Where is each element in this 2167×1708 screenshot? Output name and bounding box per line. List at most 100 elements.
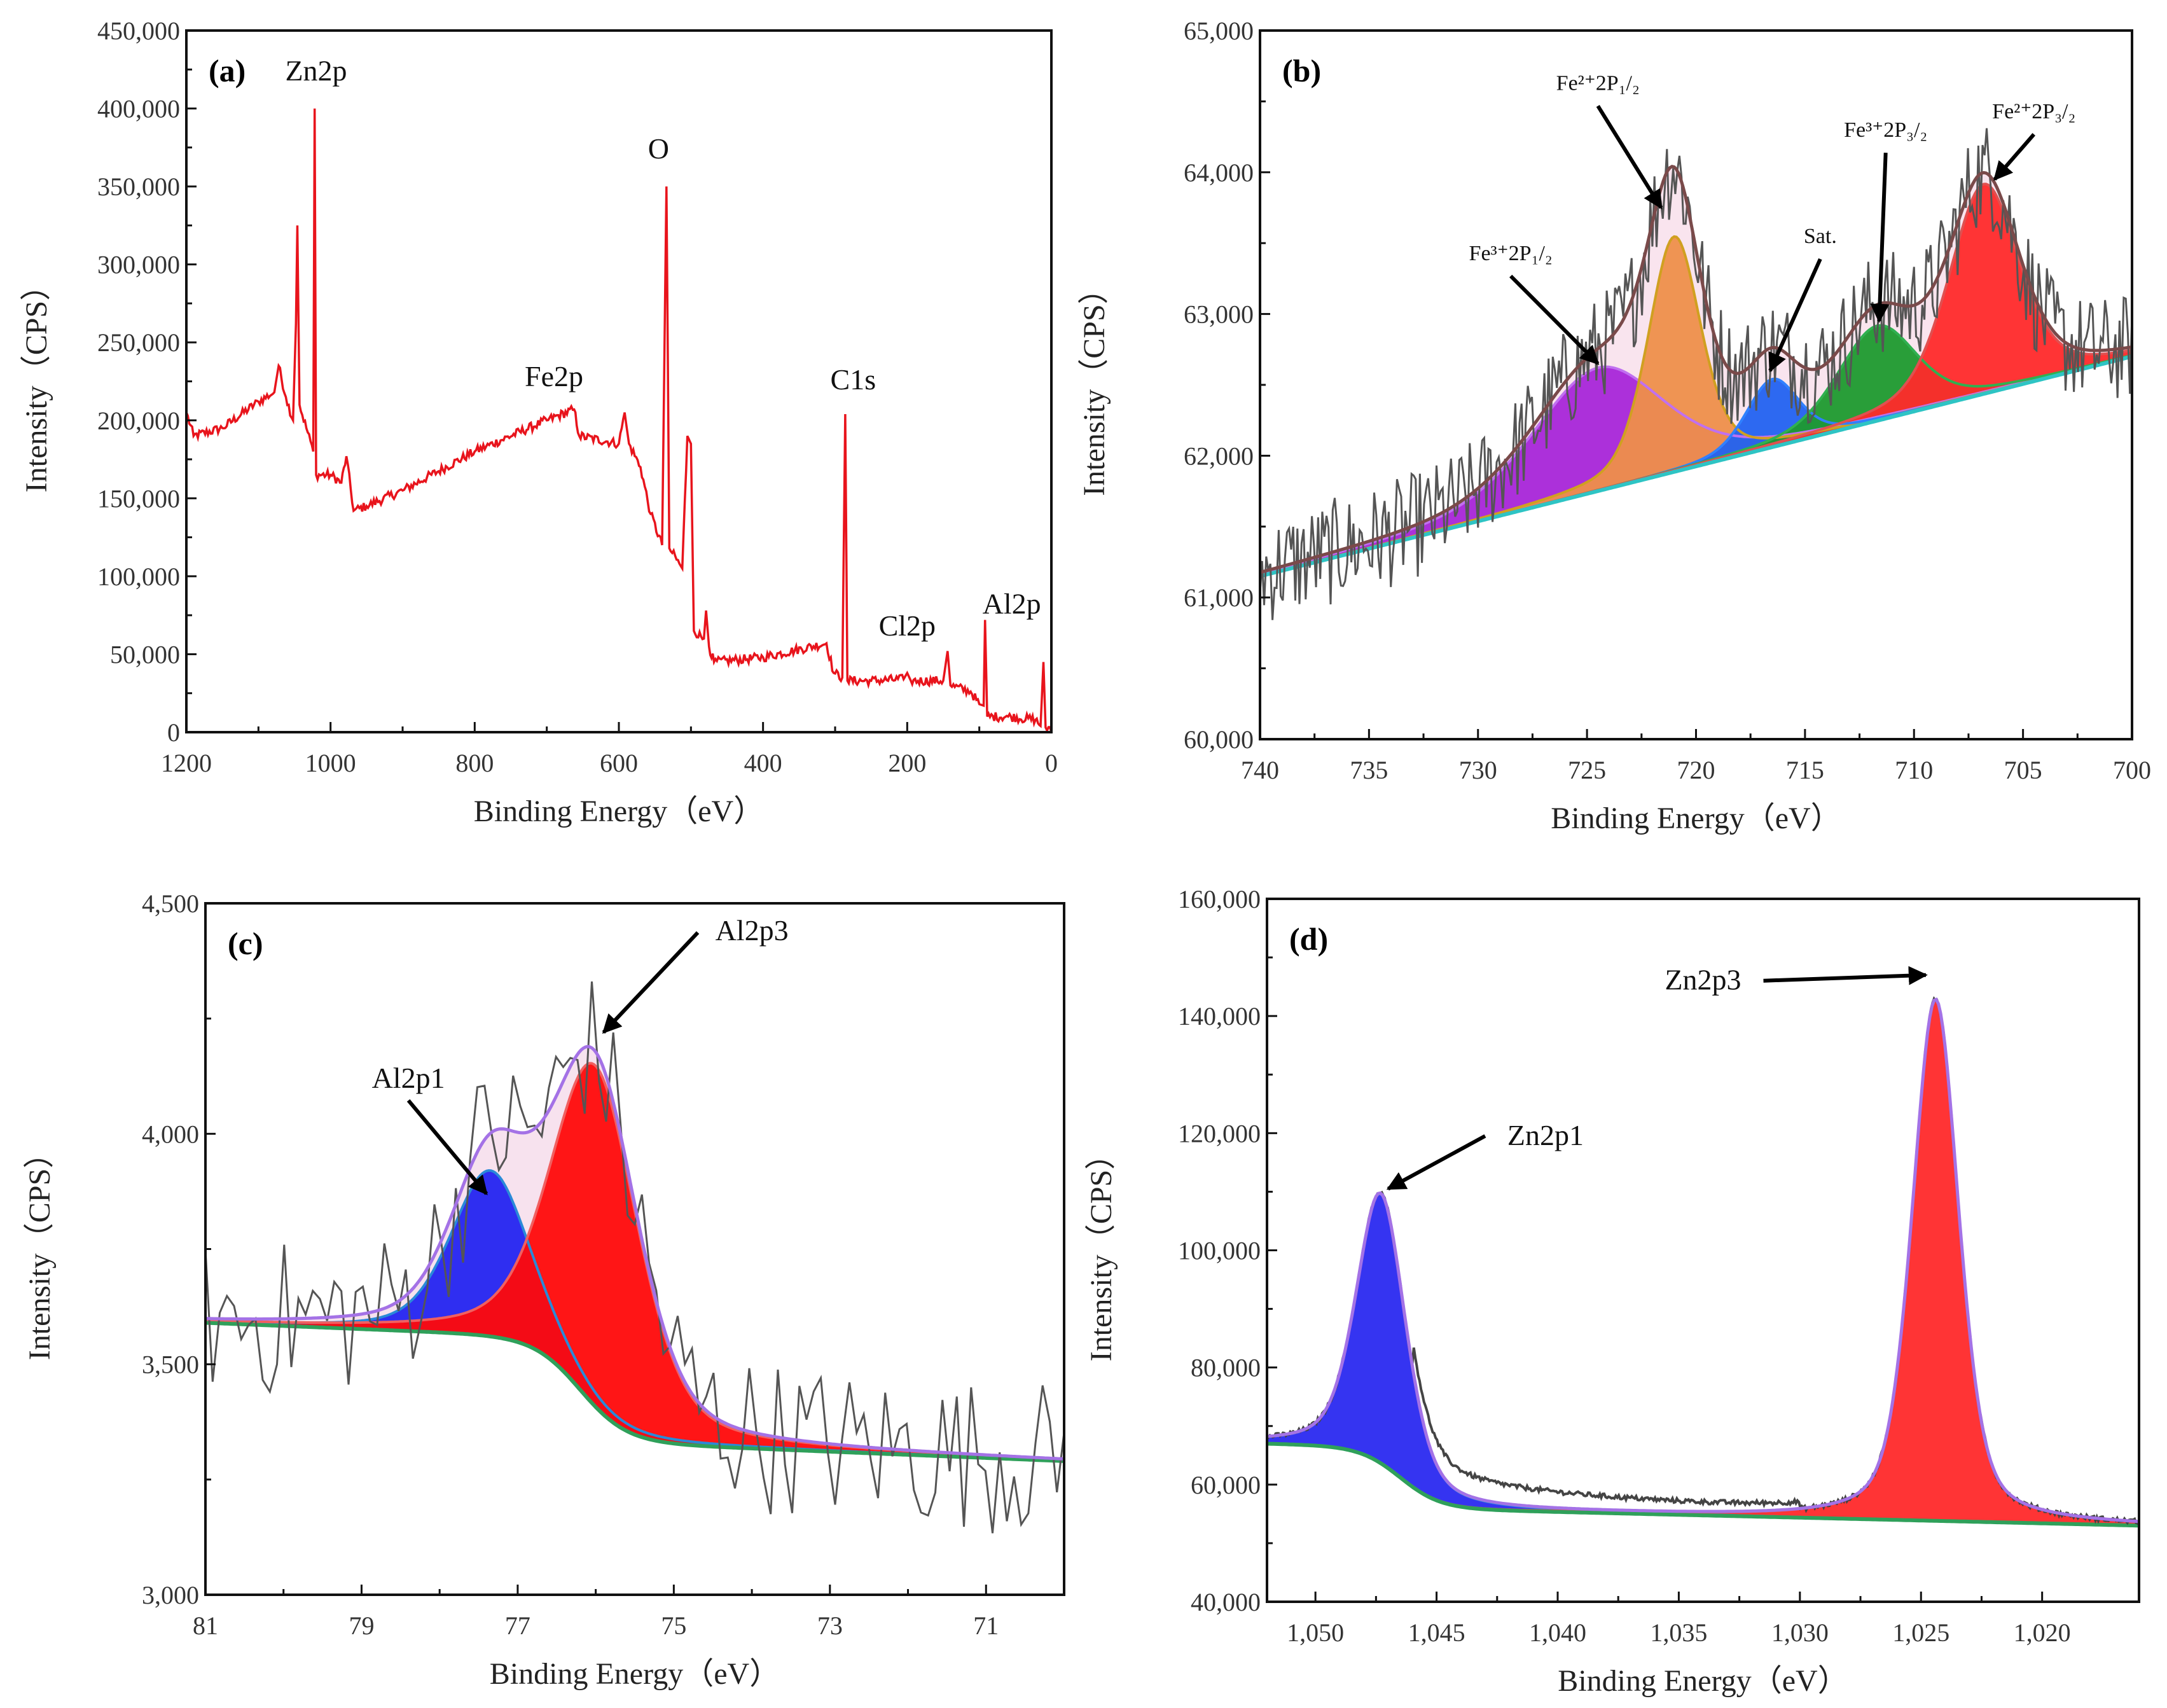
x-tick-label: 1,050 [1287, 1618, 1344, 1647]
y-tick-label: 40,000 [1191, 1588, 1261, 1616]
y-tick-label: 60,000 [1191, 1471, 1261, 1499]
y-tick-label: 140,000 [1178, 1002, 1261, 1031]
y-tick-label: 64,000 [1184, 158, 1254, 187]
raw-data-line [1260, 128, 2132, 620]
annotation-label: Fe³⁺2P₁/₂ [1469, 242, 1553, 265]
panel-label: (c) [228, 926, 263, 961]
annotation-arrow [1596, 104, 1663, 210]
background-line [205, 1321, 1064, 1463]
annotation-label: Fe³⁺2P₃/₂ [1844, 118, 1927, 142]
y-tick-label: 63,000 [1184, 300, 1254, 329]
x-tick-label: 79 [349, 1611, 374, 1640]
x-tick-label: 600 [600, 749, 638, 777]
y-tick-label: 200,000 [97, 406, 180, 435]
annotation-arrow [1763, 966, 1928, 985]
x-tick-label: 1,035 [1650, 1618, 1707, 1647]
panel-c: 81 79 77 75 73 71 3,000 3,500 4,000 4,500 Binding … [23, 889, 1065, 1691]
panel-a: 1200 1000 800 600 400 200 0 0 50,000 100,000 150,0… [20, 17, 1058, 828]
x-tick-label: 1,040 [1529, 1618, 1586, 1647]
y-tick-label: 65,000 [1184, 17, 1254, 45]
x-axis-label: Binding Energy（eV） [1558, 1664, 1848, 1698]
x-tick-label: 725 [1568, 756, 1606, 784]
x-tick-label: 1,020 [2014, 1618, 2071, 1647]
y-tick-label: 250,000 [97, 328, 180, 357]
annotation-arrow [1509, 274, 1600, 365]
y-tick-label: 60,000 [1184, 725, 1254, 754]
raw-data-line [205, 981, 1064, 1534]
x-tick-label: 700 [2113, 756, 2151, 784]
component-fill-1 [1260, 236, 2132, 576]
y-tick-label: 160,000 [1178, 885, 1261, 913]
panel-label: (b) [1282, 53, 1321, 88]
y-axis-label: Intensity（CPS） [1084, 1139, 1118, 1361]
y-tick-label: 300,000 [97, 251, 180, 279]
peak-label: Zn2p [285, 54, 347, 87]
component-fill-1 [205, 1063, 1064, 1461]
x-tick-label: 740 [1241, 756, 1279, 784]
y-tick-label: 450,000 [97, 17, 180, 45]
background-line [1260, 354, 2132, 578]
panel-label: (d) [1289, 921, 1328, 957]
annotation-label: Zn2p3 [1665, 964, 1741, 996]
annotation-label: Al2p3 [716, 914, 789, 947]
x-axis-label: Binding Energy（eV） [490, 1657, 780, 1691]
x-tick-label: 1,045 [1408, 1618, 1465, 1647]
annotation-label: Fe²⁺2P₁/₂ [1556, 72, 1640, 95]
envelope-line [1267, 997, 2139, 1524]
envelope-line [205, 1045, 1064, 1461]
y-tick-label: 150,000 [97, 484, 180, 513]
x-tick-label: 735 [1350, 756, 1388, 784]
x-tick-label: 400 [744, 749, 782, 777]
annotation-arrow [1870, 152, 1890, 323]
peak-label: Cl2p [879, 609, 936, 642]
x-tick-label: 77 [505, 1611, 530, 1640]
peak-label: O [648, 132, 669, 165]
x-tick-label: 75 [661, 1611, 686, 1640]
y-tick-label: 400,000 [97, 95, 180, 123]
panel-label: (a) [209, 53, 246, 88]
annotation-arrow [1993, 133, 2036, 181]
x-tick-label: 730 [1459, 756, 1497, 784]
y-tick-label: 0 [167, 718, 180, 747]
y-tick-label: 62,000 [1184, 441, 1254, 470]
annotation-label: Sat. [1804, 225, 1837, 248]
annotation-label: Zn2p1 [1507, 1119, 1584, 1151]
y-tick-label: 50,000 [110, 640, 180, 669]
y-tick-label: 100,000 [97, 562, 180, 591]
annotation-label: Fe²⁺2P₃/₂ [1992, 100, 2075, 123]
x-tick-label: 715 [1786, 756, 1824, 784]
annotation-arrow [1386, 1134, 1486, 1191]
y-axis-label: Intensity（CPS） [23, 1138, 57, 1360]
y-axis-label: Intensity（CPS） [20, 270, 53, 492]
panel-b: 740 735 730 725 720 715 710 705 700 60,000 61,000 6… [1077, 17, 2151, 835]
x-tick-label: 1200 [161, 749, 212, 777]
panel-d: 1,050 1,045 1,040 1,035 1,030 1,025 1,020 40,00… [1084, 885, 2140, 1698]
y-tick-label: 4,000 [142, 1120, 199, 1148]
x-tick-label: 705 [2004, 756, 2042, 784]
x-tick-label: 1000 [305, 749, 356, 777]
x-tick-label: 1,025 [1892, 1618, 1949, 1647]
y-tick-label: 4,500 [142, 889, 199, 918]
x-tick-label: 81 [193, 1611, 218, 1640]
annotation-label: Al2p1 [372, 1062, 445, 1094]
x-tick-label: 710 [1895, 756, 1933, 784]
y-tick-label: 3,500 [142, 1350, 199, 1379]
y-tick-label: 61,000 [1184, 583, 1254, 612]
peak-label: C1s [831, 363, 876, 396]
x-axis-label: Binding Energy（eV） [474, 795, 764, 828]
x-tick-label: 1,030 [1771, 1618, 1829, 1647]
annotation-arrow [602, 931, 700, 1034]
x-tick-label: 71 [973, 1611, 999, 1640]
annotation-arrow [406, 1099, 488, 1195]
peak-label: Fe2p [525, 360, 583, 392]
x-axis-label: Binding Energy（eV） [1551, 802, 1841, 835]
y-axis-label: Intensity（CPS） [1077, 274, 1111, 496]
component-fill-4 [1260, 184, 2132, 576]
x-tick-label: 200 [888, 749, 926, 777]
plot-area-b [1260, 128, 2132, 620]
x-tick-label: 800 [455, 749, 494, 777]
plot-area-a [186, 108, 1051, 732]
envelope-line [1260, 165, 2132, 574]
peak-label: Al2p [983, 588, 1041, 620]
